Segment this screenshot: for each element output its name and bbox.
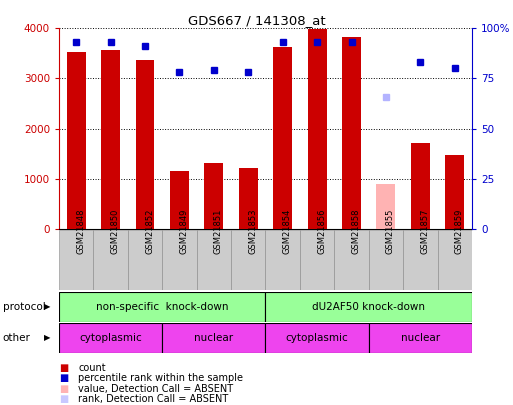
Bar: [377, 184, 396, 229]
Bar: [162, 323, 266, 353]
Text: GSM21851: GSM21851: [214, 209, 223, 254]
Bar: [204, 163, 223, 229]
Text: ▶: ▶: [45, 302, 51, 311]
Bar: [101, 50, 120, 229]
Bar: [67, 52, 86, 229]
Bar: [239, 168, 258, 229]
Text: GSM21854: GSM21854: [283, 209, 292, 254]
Bar: [308, 29, 327, 229]
Bar: [231, 230, 266, 290]
Bar: [342, 37, 361, 229]
Bar: [196, 230, 231, 290]
Bar: [438, 230, 472, 290]
Text: GSM21859: GSM21859: [455, 209, 464, 254]
Bar: [59, 230, 93, 290]
Bar: [93, 230, 128, 290]
Text: rank, Detection Call = ABSENT: rank, Detection Call = ABSENT: [78, 394, 229, 404]
Bar: [403, 230, 438, 290]
Text: cytoplasmic: cytoplasmic: [286, 333, 348, 343]
Text: ▶: ▶: [45, 333, 51, 343]
Text: nuclear: nuclear: [194, 333, 233, 343]
Bar: [59, 292, 266, 322]
Text: value, Detection Call = ABSENT: value, Detection Call = ABSENT: [78, 384, 233, 394]
Bar: [411, 143, 430, 229]
Bar: [265, 230, 300, 290]
Text: other: other: [3, 333, 30, 343]
Text: ■: ■: [59, 363, 68, 373]
Text: GSM21850: GSM21850: [111, 209, 120, 254]
Text: GSM21855: GSM21855: [386, 209, 395, 254]
Text: percentile rank within the sample: percentile rank within the sample: [78, 373, 244, 383]
Text: ■: ■: [59, 373, 68, 383]
Text: cytoplasmic: cytoplasmic: [79, 333, 142, 343]
Text: GDS667 / 141308_at: GDS667 / 141308_at: [188, 14, 325, 27]
Bar: [162, 230, 196, 290]
Bar: [266, 323, 369, 353]
Text: GSM21849: GSM21849: [180, 209, 188, 254]
Bar: [59, 323, 162, 353]
Text: GSM21852: GSM21852: [145, 209, 154, 254]
Text: ■: ■: [59, 384, 68, 394]
Bar: [266, 292, 472, 322]
Bar: [273, 47, 292, 229]
Text: protocol: protocol: [3, 302, 45, 312]
Bar: [170, 171, 189, 229]
Text: GSM21857: GSM21857: [420, 209, 429, 254]
Text: non-specific  knock-down: non-specific knock-down: [96, 302, 228, 312]
Text: count: count: [78, 363, 106, 373]
Bar: [334, 230, 369, 290]
Bar: [369, 230, 403, 290]
Text: dU2AF50 knock-down: dU2AF50 knock-down: [312, 302, 425, 312]
Bar: [135, 60, 154, 229]
Bar: [300, 230, 334, 290]
Bar: [369, 323, 472, 353]
Text: GSM21856: GSM21856: [317, 209, 326, 254]
Bar: [445, 155, 464, 229]
Text: nuclear: nuclear: [401, 333, 440, 343]
Text: ■: ■: [59, 394, 68, 404]
Bar: [128, 230, 162, 290]
Text: GSM21853: GSM21853: [248, 209, 258, 254]
Text: GSM21848: GSM21848: [76, 209, 85, 254]
Text: GSM21858: GSM21858: [351, 209, 361, 254]
